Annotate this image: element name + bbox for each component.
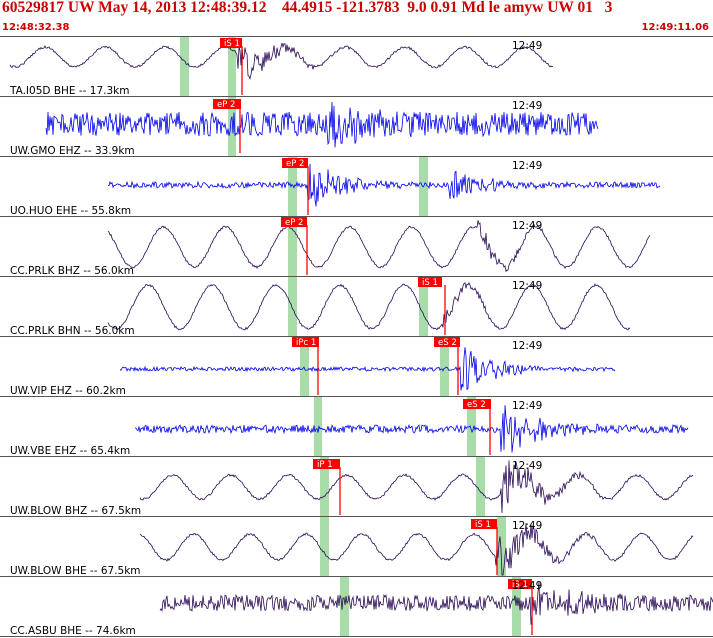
station-label: UW.VIP EHZ -- 60.2km	[10, 385, 126, 397]
pick-label: iP 1	[317, 460, 333, 470]
station-label: CC.ASBU BHE -- 74.6km	[10, 625, 136, 637]
time-tick-label: 12:49	[512, 40, 542, 52]
analysis-window-band	[340, 577, 349, 637]
pick-marker: eP 2	[213, 99, 241, 153]
time-tick-label: 12:49	[512, 520, 542, 532]
station-label: UO.HUO EHE -- 55.8km	[10, 205, 131, 217]
waveform	[107, 220, 651, 273]
trace-row-4: eP 2 12:49 CC.PRLK BHZ -- 56.0km	[0, 217, 713, 277]
analysis-window-band	[288, 277, 297, 337]
pick-box	[313, 459, 340, 469]
analysis-window-band	[228, 97, 236, 157]
event-title: 60529817 UW May 14, 2013 12:48:39.12 44.…	[2, 0, 613, 16]
pick-marker: iS 1	[471, 519, 498, 575]
pick-label: iS 1	[422, 278, 438, 288]
pick-box	[463, 399, 491, 409]
time-tick-label: 12:49	[512, 400, 542, 412]
waveform	[159, 582, 713, 625]
pick-marker: eP 2	[282, 158, 309, 215]
waveform	[9, 42, 554, 81]
pick-marker: eS 2	[463, 399, 491, 455]
event-header: 60529817 UW May 14, 2013 12:48:39.12 44.…	[0, 0, 713, 36]
pick-label: iS 1	[475, 520, 491, 530]
pick-label: eP 2	[285, 218, 303, 228]
time-tick-label: 12:49	[512, 160, 542, 172]
pick-box	[434, 337, 460, 347]
waveform	[134, 405, 689, 453]
analysis-window-band	[314, 397, 322, 457]
pick-label: iS 1	[512, 580, 528, 590]
time-tick-label: 12:49	[512, 220, 542, 232]
trace-row-7: eS 2 12:49 UW.VBE EHZ -- 65.4km	[0, 397, 713, 457]
analysis-window-band	[440, 337, 449, 397]
pick-box	[220, 38, 242, 48]
time-tick-label: 12:49	[512, 460, 542, 472]
time-tick-label: 12:49	[512, 340, 542, 352]
pick-marker: eS 2	[434, 337, 460, 395]
pick-box	[292, 337, 319, 347]
pick-marker: iP 1	[313, 459, 341, 515]
trace-row-5: iS 1 12:49 CC.PRLK BHN -- 56.0km	[0, 277, 713, 337]
analysis-window-band	[288, 217, 297, 277]
pick-label: eP 2	[217, 100, 235, 110]
station-label: TA.I05D BHE -- 17.3km	[9, 85, 130, 97]
analysis-window-band	[288, 157, 297, 217]
pick-box	[471, 519, 497, 529]
window-end-time: 12:49:11.06	[641, 22, 709, 33]
analysis-window-band	[180, 37, 189, 97]
waveform	[107, 163, 661, 207]
pick-box	[213, 99, 241, 109]
analysis-window-band	[419, 277, 428, 337]
analysis-window-band	[512, 577, 521, 637]
pick-label: iPc 1	[296, 338, 316, 348]
trace-row-3: eP 2 12:49 UO.HUO EHE -- 55.8km	[0, 157, 713, 217]
waveform	[119, 347, 616, 391]
pick-label: eS 2	[438, 338, 457, 348]
pick-label: eS 2	[467, 400, 486, 410]
waveform	[45, 101, 599, 148]
trace-row-6: iPc 1 eS 2 12:49 UW.VIP EHZ -- 60.2km	[0, 337, 713, 397]
pick-marker: iPc 1	[292, 337, 319, 395]
analysis-window-band	[320, 457, 329, 517]
station-label: CC.PRLK BHN -- 56.0km	[10, 325, 135, 337]
pick-label: eP 2	[286, 159, 304, 169]
waveform	[139, 523, 694, 576]
pick-label: iS 1	[224, 39, 240, 49]
pick-box	[281, 217, 307, 227]
station-label: CC.PRLK BHZ -- 56.0km	[10, 265, 134, 277]
station-label: UW.BLOW BHZ -- 67.5km	[10, 505, 141, 517]
pick-box	[282, 158, 308, 168]
time-tick-label: 12:49	[512, 280, 542, 292]
pick-marker: iS 1	[220, 38, 243, 95]
waveform	[107, 281, 631, 331]
window-start-time: 12:48:32.38	[2, 22, 70, 33]
waveform	[139, 460, 694, 514]
pick-box	[418, 277, 442, 287]
analysis-window-band	[476, 457, 485, 517]
analysis-window-band	[300, 337, 309, 397]
trace-row-1: iS 1 12:49 TA.I05D BHE -- 17.3km	[0, 37, 713, 97]
station-label: UW.BLOW BHE -- 67.5km	[10, 565, 141, 577]
trace-row-10: iS 112:49 CC.ASBU BHE -- 74.6km	[0, 577, 713, 637]
trace-row-9: iS 1 12:49 UW.BLOW BHE -- 67.5km	[0, 517, 713, 577]
analysis-window-band	[419, 157, 428, 217]
time-tick-label: 12:49	[512, 580, 542, 592]
trace-row-8: iP 1 12:49 UW.BLOW BHZ -- 67.5km	[0, 457, 713, 517]
station-label: UW.VBE EHZ -- 65.4km	[10, 445, 130, 457]
analysis-window-band	[497, 517, 506, 577]
analysis-window-band	[467, 397, 476, 457]
pick-marker: iS 1	[418, 277, 446, 335]
pick-marker: eP 2	[281, 217, 308, 275]
pick-marker: iS 1	[508, 579, 533, 635]
station-label: UW.GMO EHZ -- 33.9km	[10, 145, 135, 157]
analysis-window-band	[228, 37, 236, 97]
trace-row-2: eP 2 12:49 UW.GMO EHZ -- 33.9km	[0, 97, 713, 157]
analysis-window-band	[320, 517, 329, 577]
time-tick-label: 12:49	[512, 100, 542, 112]
pick-box	[508, 579, 532, 589]
